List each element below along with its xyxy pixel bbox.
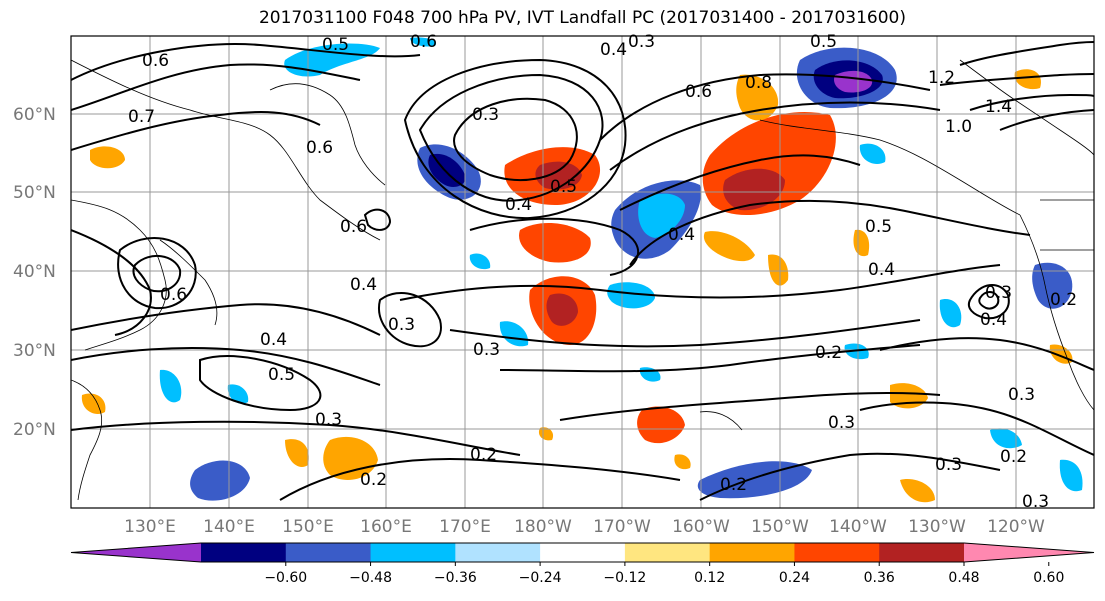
lat-label: 50°N (13, 183, 56, 203)
lat-label: 20°N (13, 420, 56, 440)
colorbar-bin (879, 543, 965, 562)
colorbar-bin (201, 543, 287, 562)
colorbar-tick-label: 0.60 (1033, 570, 1064, 586)
map-title: 2017031100 F048 700 hPa PV, IVT Landfall… (258, 8, 906, 28)
lon-label: 130°E (124, 517, 176, 537)
lat-label: 60°N (13, 105, 56, 125)
contour-label: 0.6 (142, 51, 169, 71)
lon-label: 150°E (282, 517, 334, 537)
contour-label: 0.6 (410, 32, 437, 52)
contour-label: 0.3 (1008, 385, 1035, 405)
colorbar-tick-label: −0.36 (434, 570, 477, 586)
contour-label: 0.2 (1050, 290, 1077, 310)
pv-contours (71, 41, 1094, 501)
longitude-labels: 130°E 140°E 150°E 160°E 170°E 180°W 170°… (124, 517, 1045, 537)
colorbar-tick-label: 0.12 (694, 570, 725, 586)
coastlines (71, 59, 1094, 501)
contour-label: 1.4 (985, 97, 1012, 117)
colorbar-bin (285, 543, 372, 562)
contour-label: 0.2 (470, 445, 497, 465)
contour-label: 0.5 (810, 32, 837, 52)
colorbar-tick-label: 0.48 (948, 570, 979, 586)
contour-label: 0.3 (315, 410, 342, 430)
contour-label: 0.5 (865, 217, 892, 237)
colorbar-bin (794, 543, 880, 562)
contour-label: 0.3 (935, 455, 962, 475)
contour-label: 0.7 (128, 107, 155, 127)
contour-label: 0.3 (628, 32, 655, 52)
contour-label: 0.4 (980, 310, 1007, 330)
contour-label: 0.8 (745, 73, 772, 93)
pc-shading (81, 37, 1083, 503)
contour-label: 0.3 (473, 340, 500, 360)
colorbar-bin (624, 543, 711, 562)
contour-label: 0.4 (350, 275, 377, 295)
contour-label: 0.4 (505, 195, 532, 215)
contour-label: 0.4 (668, 225, 695, 245)
lon-label: 150°W (751, 517, 809, 537)
lon-label: 170°E (439, 517, 491, 537)
contour-labels: 0.5 0.6 0.4 0.3 0.5 0.6 0.7 0.6 0.3 0.8 … (128, 32, 1077, 512)
contour-label: 0.4 (868, 260, 895, 280)
contour-label: 0.6 (160, 285, 187, 305)
contour-label: 1.2 (928, 68, 955, 88)
colorbar-bin (709, 543, 795, 562)
colorbar: −0.60 −0.48 −0.36 −0.24 −0.12 0.12 0.24 0.36 0.4… (70, 542, 1095, 586)
lat-label: 40°N (13, 262, 56, 282)
lon-label: 140°W (829, 517, 887, 537)
contour-label: 0.3 (1022, 492, 1049, 512)
contour-label: 0.6 (340, 217, 367, 237)
colorbar-tick-label: −0.24 (519, 570, 562, 586)
colorbar-tick-label: 0.24 (779, 570, 810, 586)
colorbar-bin (540, 543, 626, 562)
contour-label: 0.4 (260, 330, 287, 350)
contour-label: 0.5 (268, 365, 295, 385)
contour-label: 0.6 (306, 138, 333, 158)
contour-label: 0.4 (600, 40, 627, 60)
graticule (71, 36, 1094, 508)
colorbar-bin (455, 543, 541, 562)
lon-label: 140°E (203, 517, 255, 537)
lon-label: 160°E (360, 517, 412, 537)
contour-label: 0.3 (388, 315, 415, 335)
colorbar-tick-label: 0.36 (864, 570, 895, 586)
contour-label: 0.5 (322, 35, 349, 55)
lon-label: 130°W (908, 517, 966, 537)
contour-label: 0.2 (360, 470, 387, 490)
lon-label: 120°W (987, 517, 1045, 537)
contour-label: 0.5 (550, 177, 577, 197)
contour-label: 0.2 (815, 343, 842, 363)
colorbar-extend-low (71, 543, 201, 562)
colorbar-extend-high (964, 543, 1094, 562)
latitude-labels: 60°N 50°N 40°N 30°N 20°N (13, 105, 56, 440)
colorbar-tick-label: −0.12 (603, 570, 646, 586)
lat-label: 30°N (13, 341, 56, 361)
contour-label: 0.3 (985, 283, 1012, 303)
colorbar-tick-label: −0.48 (349, 570, 392, 586)
colorbar-bin (370, 543, 456, 562)
contour-label: 0.6 (685, 82, 712, 102)
lon-label: 180°W (514, 517, 572, 537)
lon-label: 170°W (593, 517, 651, 537)
contour-label: 1.0 (945, 117, 972, 137)
lon-label: 160°W (672, 517, 730, 537)
contour-label: 0.3 (828, 413, 855, 433)
contour-label: 0.2 (1000, 447, 1027, 467)
map-frame (70, 35, 1095, 509)
colorbar-tick-label: −0.60 (264, 570, 307, 586)
contour-label: 0.3 (472, 105, 499, 125)
contour-label: 0.2 (720, 475, 747, 495)
